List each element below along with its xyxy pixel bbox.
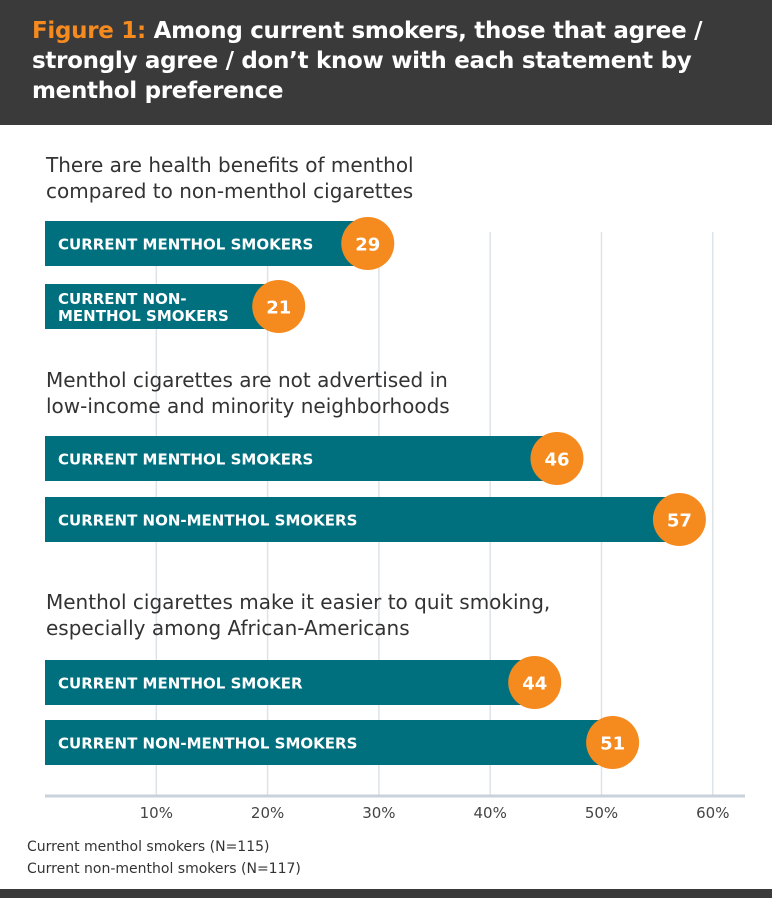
question-text: Menthol cigarettes make it easier to qui… [46, 590, 550, 614]
value-label: 51 [600, 734, 625, 755]
question-text: Menthol cigarettes are not advertised in [46, 368, 448, 392]
x-tick-label: 10% [140, 804, 173, 822]
x-tick-label: 40% [474, 804, 507, 822]
figure-label: Figure 1: [32, 18, 146, 44]
question-text: compared to non-menthol cigarettes [46, 179, 413, 203]
footer-bar [0, 889, 772, 898]
bar [45, 497, 680, 542]
title-text: Among current smokers, those that agree … [32, 18, 703, 104]
bar-label: MENTHOL SMOKERS [58, 307, 229, 325]
bar [45, 720, 613, 765]
value-circle [530, 432, 584, 485]
value-label: 57 [667, 511, 692, 532]
bar-label: CURRENT NON-MENTHOL SMOKERS [58, 735, 357, 753]
x-tick-label: 60% [696, 804, 729, 822]
note-menthol: Current menthol smokers (N=115) [27, 839, 270, 855]
value-circle [508, 656, 562, 709]
header: Figure 1: Among current smokers, those t… [0, 0, 772, 125]
bar-label: CURRENT NON-MENTHOL SMOKERS [58, 512, 357, 530]
bar-label: CURRENT MENTHOL SMOKER [58, 675, 303, 693]
value-circle [586, 716, 640, 769]
value-label: 46 [544, 450, 569, 471]
value-circle [652, 493, 706, 546]
bar [45, 660, 535, 705]
question-text: especially among African-Americans [46, 616, 410, 640]
x-tick-label: 50% [585, 804, 618, 822]
question-text: There are health benefits of menthol [45, 153, 414, 177]
value-label: 21 [266, 298, 291, 319]
value-label: 44 [522, 674, 547, 695]
value-circle [252, 280, 306, 333]
note-non-menthol: Current non-menthol smokers (N=117) [27, 861, 301, 877]
x-tick-label: 20% [251, 804, 284, 822]
sample-notes: Current menthol smokers (N=115) Current … [27, 836, 301, 880]
x-tick-label: 30% [362, 804, 395, 822]
bar [45, 284, 279, 329]
bar-label: CURRENT NON- [58, 290, 187, 308]
question-text: low-income and minority neighborhoods [46, 394, 450, 418]
bar [45, 221, 368, 266]
bar-label: CURRENT MENTHOL SMOKERS [58, 451, 313, 469]
bar-label: CURRENT MENTHOL SMOKERS [58, 236, 313, 254]
value-circle [341, 217, 395, 270]
bar [45, 436, 557, 481]
value-label: 29 [355, 235, 380, 256]
chart-title: Figure 1: Among current smokers, those t… [32, 16, 752, 106]
